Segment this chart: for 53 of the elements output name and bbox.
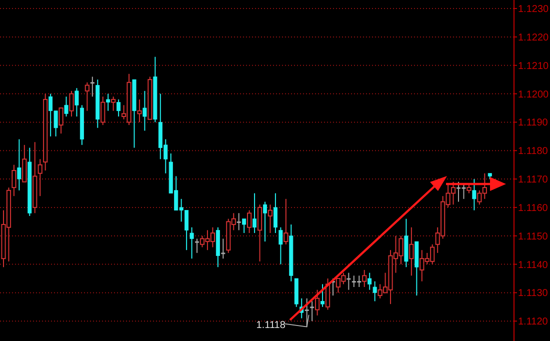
candlestick bbox=[195, 238, 200, 254]
candlestick bbox=[221, 238, 226, 260]
candlestick bbox=[252, 192, 257, 234]
candlestick bbox=[100, 96, 106, 126]
candlestick bbox=[263, 201, 267, 242]
candlestick bbox=[190, 226, 194, 260]
candlestick bbox=[368, 272, 372, 290]
y-tick-label: 1.1220 bbox=[518, 32, 550, 44]
candlestick bbox=[325, 278, 330, 310]
candlestick bbox=[472, 178, 476, 211]
candlestick bbox=[74, 88, 79, 118]
candlestick bbox=[12, 164, 16, 197]
candlestick bbox=[268, 204, 273, 234]
candlestick bbox=[257, 204, 262, 262]
candlestick bbox=[315, 289, 320, 316]
candlestick bbox=[111, 96, 116, 112]
y-tick-label: 1.1130 bbox=[518, 288, 548, 300]
candlestick bbox=[116, 98, 121, 118]
candlestick bbox=[372, 280, 377, 302]
candlestick bbox=[64, 96, 68, 118]
y-tick-label: 1.1140 bbox=[518, 260, 548, 271]
y-tick-label: 1.1170 bbox=[518, 174, 548, 186]
candlestick bbox=[362, 269, 367, 288]
candlestick bbox=[106, 93, 110, 112]
candlestick bbox=[236, 212, 241, 231]
annotation: 1.1118 bbox=[256, 320, 286, 331]
candlestick bbox=[310, 300, 314, 322]
y-tick-label: 1.1150 bbox=[518, 231, 548, 242]
candlestick bbox=[320, 284, 325, 308]
candlestick bbox=[38, 158, 42, 197]
candlestick bbox=[273, 192, 278, 234]
candlestick bbox=[142, 90, 147, 132]
candlestick bbox=[278, 226, 283, 265]
y-tick-label: 1.1180 bbox=[518, 146, 548, 158]
candlestick bbox=[17, 138, 22, 191]
y-tick-label: 1.1160 bbox=[518, 202, 548, 214]
y-tick-label: 1.1210 bbox=[518, 60, 550, 72]
candlestick bbox=[242, 218, 246, 234]
candlestick bbox=[90, 76, 94, 98]
y-tick-label: 1.1190 bbox=[518, 118, 548, 129]
candlestick bbox=[409, 226, 414, 276]
candlestick bbox=[69, 90, 74, 118]
candlestick bbox=[22, 144, 27, 182]
candlestick bbox=[346, 272, 351, 290]
candlestick bbox=[58, 107, 64, 134]
candlestick bbox=[284, 198, 288, 245]
y-tick-label: 1.1230 bbox=[518, 4, 550, 16]
y-tick-label: 1.1120 bbox=[518, 316, 548, 328]
candlestick bbox=[84, 82, 90, 112]
candlestick bbox=[304, 298, 309, 328]
candlestick bbox=[247, 210, 252, 234]
y-tick-label: 1.1200 bbox=[518, 89, 550, 100]
candlestick bbox=[137, 98, 142, 123]
